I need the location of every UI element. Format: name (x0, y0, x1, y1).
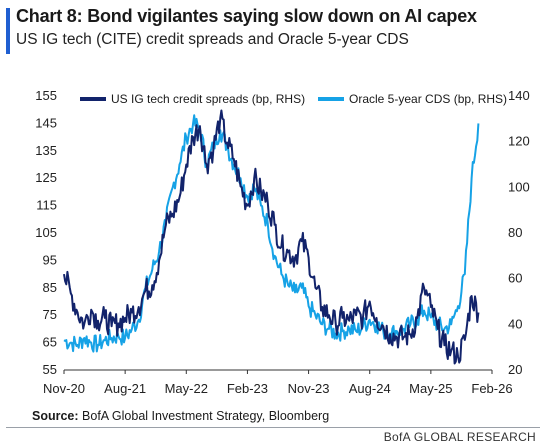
y-right-tick-label: 60 (508, 271, 522, 286)
y-left-tick-label: 95 (43, 252, 57, 267)
legend-swatch-light (318, 97, 344, 101)
x-tick-label: Nov-23 (288, 381, 330, 396)
legend-item-cite: US IG tech credit spreads (bp, RHS) (80, 92, 305, 106)
x-tick-label: Aug-21 (104, 381, 146, 396)
source-text: BofA Global Investment Strategy, Bloombe… (82, 409, 330, 423)
y-right-tick-label: 20 (508, 362, 522, 377)
legend-label-cite: US IG tech credit spreads (bp, RHS) (111, 92, 306, 106)
y-right-tick-label: 80 (508, 225, 522, 240)
source-label: Source: (32, 409, 79, 423)
y-right-tick-label: 40 (508, 316, 522, 331)
y-left-tick-label: 115 (36, 198, 57, 213)
y-right-tick-label: 140 (508, 88, 530, 103)
x-tick-label: Aug-24 (349, 381, 391, 396)
y-left-tick-label: 85 (43, 280, 57, 295)
chart-plot: 55 65 75 85 95 105 115 125 135 145 155 20 40 60 80 100 1… (35, 88, 530, 396)
brand-label: BofA GLOBAL RESEARCH (383, 430, 536, 444)
y-left-tick-label: 155 (35, 88, 57, 103)
footer-divider (6, 427, 540, 428)
chart-subtitle: US IG tech (CITE) credit spreads and Ora… (16, 31, 409, 48)
y-left-tick-label: 145 (35, 115, 57, 130)
y-left-tick-label: 135 (35, 143, 57, 158)
source-note: Source: BofA Global Investment Strategy,… (32, 409, 329, 423)
y-left-tick-label: 65 (43, 335, 57, 350)
chart-title: Chart 8: Bond vigilantes saying slow dow… (16, 6, 477, 26)
x-tick-label: Feb-26 (471, 381, 512, 396)
legend-label-oracle: Oracle 5-year CDS (bp, RHS) (349, 92, 508, 106)
y-left-tick-label: 125 (35, 170, 57, 185)
y-left-tick-label: 105 (35, 225, 57, 240)
y-left-tick-label: 75 (43, 307, 57, 322)
legend-item-oracle: Oracle 5-year CDS (bp, RHS) (318, 92, 507, 106)
y-left-tick-label: 55 (43, 362, 57, 377)
y-right-tick-label: 120 (508, 134, 530, 149)
legend-swatch-navy (80, 97, 106, 101)
y-right-tick-label: 100 (508, 179, 530, 194)
x-tick-label: Nov-20 (43, 381, 85, 396)
x-tick-label: May-25 (409, 381, 452, 396)
x-tick-label: May-22 (165, 381, 208, 396)
x-tick-label: Feb-23 (227, 381, 268, 396)
title-accent-bar (6, 8, 10, 54)
series-line-cite (63, 109, 480, 365)
